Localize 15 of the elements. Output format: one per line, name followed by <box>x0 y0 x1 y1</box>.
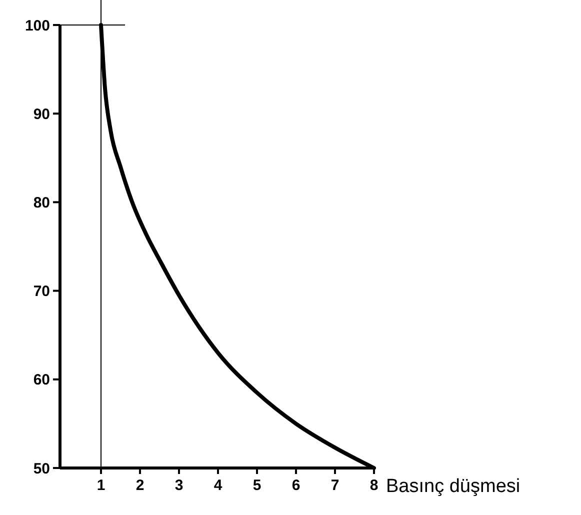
x-tick-label: 7 <box>330 477 340 494</box>
y-tick-label: 70 <box>33 283 50 300</box>
x-tick-label: 2 <box>136 477 144 494</box>
x-axis-title: Basınç düşmesi <box>386 476 520 497</box>
y-tick-label: 60 <box>33 372 50 389</box>
x-tick-label: 5 <box>252 477 262 494</box>
x-tick-label: 3 <box>174 477 184 494</box>
x-tick-label: 1 <box>96 477 106 494</box>
y-tick-label: 100 <box>24 17 50 34</box>
y-tick-label: 80 <box>33 194 50 212</box>
x-tick-label: 6 <box>292 477 300 494</box>
x-tick-label: 4 <box>214 477 223 494</box>
y-tick-label: 50 <box>33 460 50 478</box>
x-tick-label: 8 <box>370 477 378 494</box>
y-tick-label: 90 <box>33 106 50 123</box>
